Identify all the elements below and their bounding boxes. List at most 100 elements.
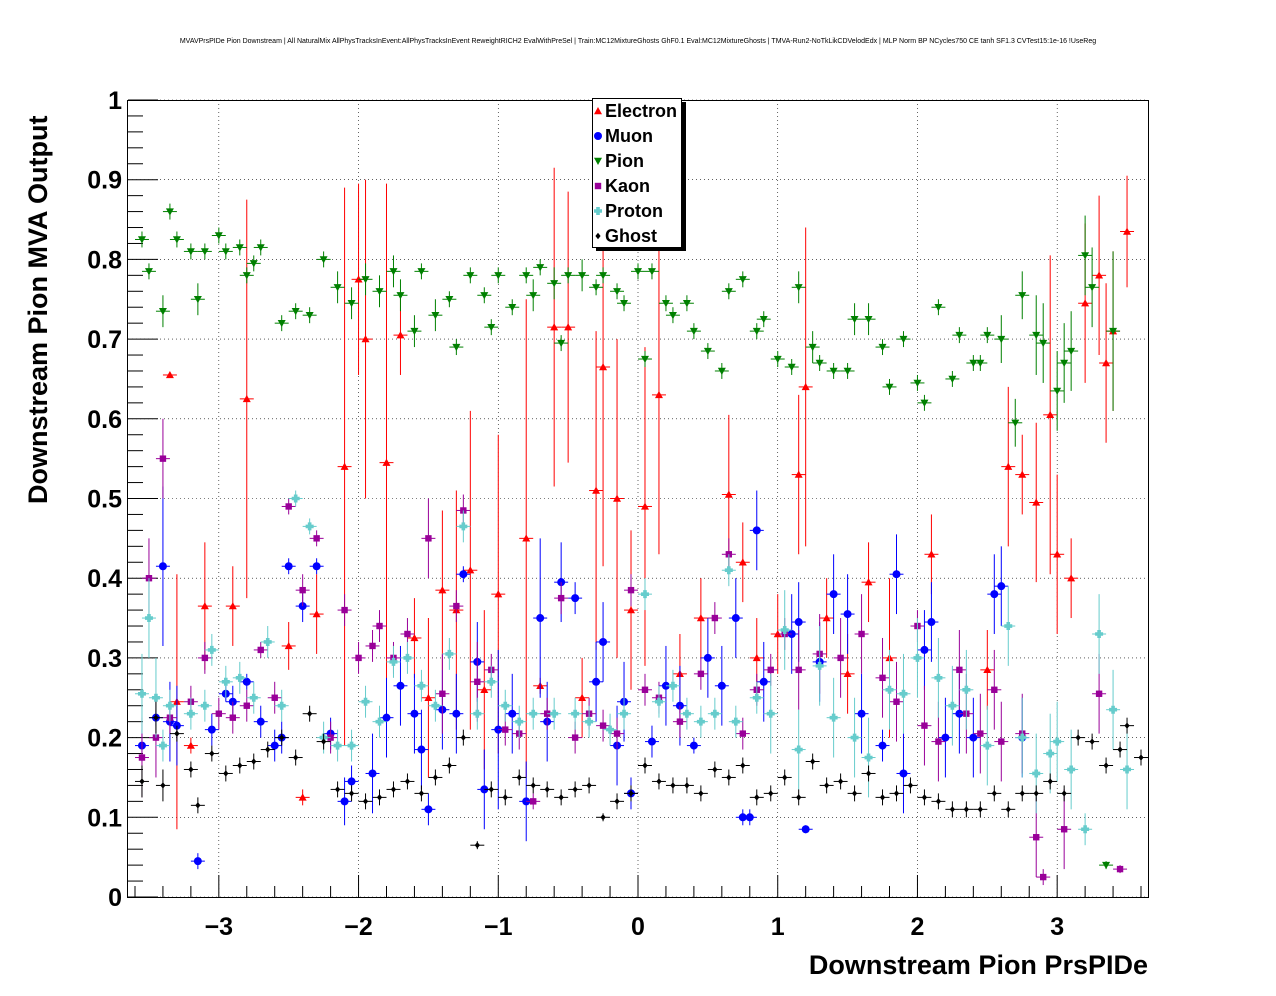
data-point: [592, 677, 601, 686]
data-point: [599, 722, 607, 729]
data-point: [892, 570, 901, 579]
data-point: [794, 284, 803, 292]
data-point: [829, 590, 838, 599]
data-point: [599, 362, 608, 371]
data-point: [838, 778, 844, 785]
data-point: [913, 653, 922, 662]
data-point: [299, 586, 306, 594]
data-point: [550, 709, 559, 718]
data-point: [640, 355, 649, 364]
x-tick-label: 3: [1050, 913, 1064, 941]
data-point: [298, 793, 307, 801]
data-point: [347, 777, 356, 786]
data-point: [712, 766, 718, 773]
data-point: [941, 733, 950, 742]
data-point: [899, 689, 908, 698]
data-point: [885, 383, 894, 391]
data-point: [279, 734, 285, 741]
data-point: [599, 272, 608, 280]
data-point: [277, 319, 286, 328]
data-point: [745, 813, 754, 822]
data-point: [229, 714, 236, 721]
data-point: [396, 681, 405, 690]
data-point: [249, 693, 258, 702]
data-point: [1102, 359, 1111, 367]
data-point: [627, 586, 635, 594]
data-point: [347, 300, 356, 308]
data-point: [934, 673, 943, 682]
data-point: [851, 790, 858, 797]
data-point: [668, 681, 677, 690]
data-point: [348, 790, 355, 797]
data-point: [893, 790, 900, 797]
data-point: [717, 367, 726, 375]
data-point: [1060, 826, 1068, 833]
x-tick-label: −1: [484, 913, 513, 941]
data-point: [977, 806, 983, 813]
data-point: [815, 359, 824, 368]
data-point: [955, 331, 964, 340]
data-point: [594, 157, 602, 165]
data-point: [312, 610, 321, 618]
data-point: [594, 182, 602, 190]
data-point: [1116, 865, 1124, 873]
data-point: [997, 335, 1006, 344]
data-point: [1033, 834, 1040, 841]
data-point: [773, 355, 782, 364]
data-point: [319, 256, 328, 264]
data-point: [502, 726, 509, 733]
data-point: [595, 232, 601, 240]
data-point: [682, 709, 691, 718]
data-point: [487, 323, 496, 332]
legend-label: Kaon: [605, 176, 650, 196]
data-point: [257, 646, 264, 654]
data-point: [599, 637, 608, 646]
data-point: [214, 232, 223, 240]
data-point: [689, 327, 698, 336]
data-point: [594, 107, 602, 115]
data-point: [453, 602, 460, 610]
data-point: [768, 790, 774, 797]
data-point: [752, 693, 761, 702]
data-point: [935, 738, 942, 745]
data-point: [494, 272, 503, 280]
data-point: [739, 730, 746, 737]
data-point: [703, 653, 712, 662]
data-point: [850, 315, 859, 324]
data-point: [1067, 574, 1076, 582]
data-point: [243, 702, 250, 709]
x-tick-label: −2: [344, 913, 373, 941]
data-point: [195, 802, 201, 809]
data-point: [1046, 749, 1055, 758]
data-point: [550, 323, 559, 331]
data-point: [864, 315, 873, 324]
data-point: [460, 734, 466, 741]
y-axis-title: Downstream Pion MVA Output: [23, 115, 53, 504]
data-point: [1124, 722, 1130, 729]
data-point: [921, 722, 928, 729]
data-point: [1138, 754, 1144, 761]
y-tick-label: 0.2: [87, 725, 122, 753]
legend-label: Muon: [605, 126, 653, 146]
data-point: [529, 292, 538, 300]
data-point: [794, 470, 803, 478]
data-point: [641, 686, 649, 693]
data-point: [285, 503, 292, 510]
data-point: [508, 304, 517, 312]
data-point: [160, 782, 166, 789]
legend-entry-muon: Muon: [594, 126, 653, 146]
data-point: [144, 268, 153, 276]
data-point: [656, 778, 662, 785]
data-point: [340, 462, 349, 470]
data-point: [487, 677, 496, 686]
data-point: [717, 681, 726, 690]
data-point: [502, 794, 508, 801]
x-axis: −3 −2 −1 0 1 2 3: [134, 875, 1142, 941]
chart-title: MVAVPrsPIDe Pion Downstream | All Natura…: [180, 38, 1096, 45]
legend-entry-proton: Proton: [594, 201, 663, 221]
data-point: [689, 741, 698, 750]
data-point: [432, 774, 438, 781]
data-point: [921, 794, 928, 801]
data-point: [1095, 629, 1104, 638]
data-point: [284, 641, 293, 650]
